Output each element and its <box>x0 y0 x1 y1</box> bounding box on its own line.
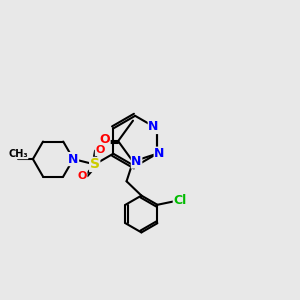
Text: O: O <box>78 171 87 181</box>
Text: N: N <box>154 147 165 160</box>
Text: O: O <box>100 133 110 146</box>
Text: N: N <box>131 155 142 168</box>
Text: CH₃: CH₃ <box>8 149 28 159</box>
Text: O: O <box>95 146 105 155</box>
Text: N: N <box>148 121 159 134</box>
Text: Cl: Cl <box>173 194 187 207</box>
Text: N: N <box>68 153 79 166</box>
Text: S: S <box>90 158 100 171</box>
